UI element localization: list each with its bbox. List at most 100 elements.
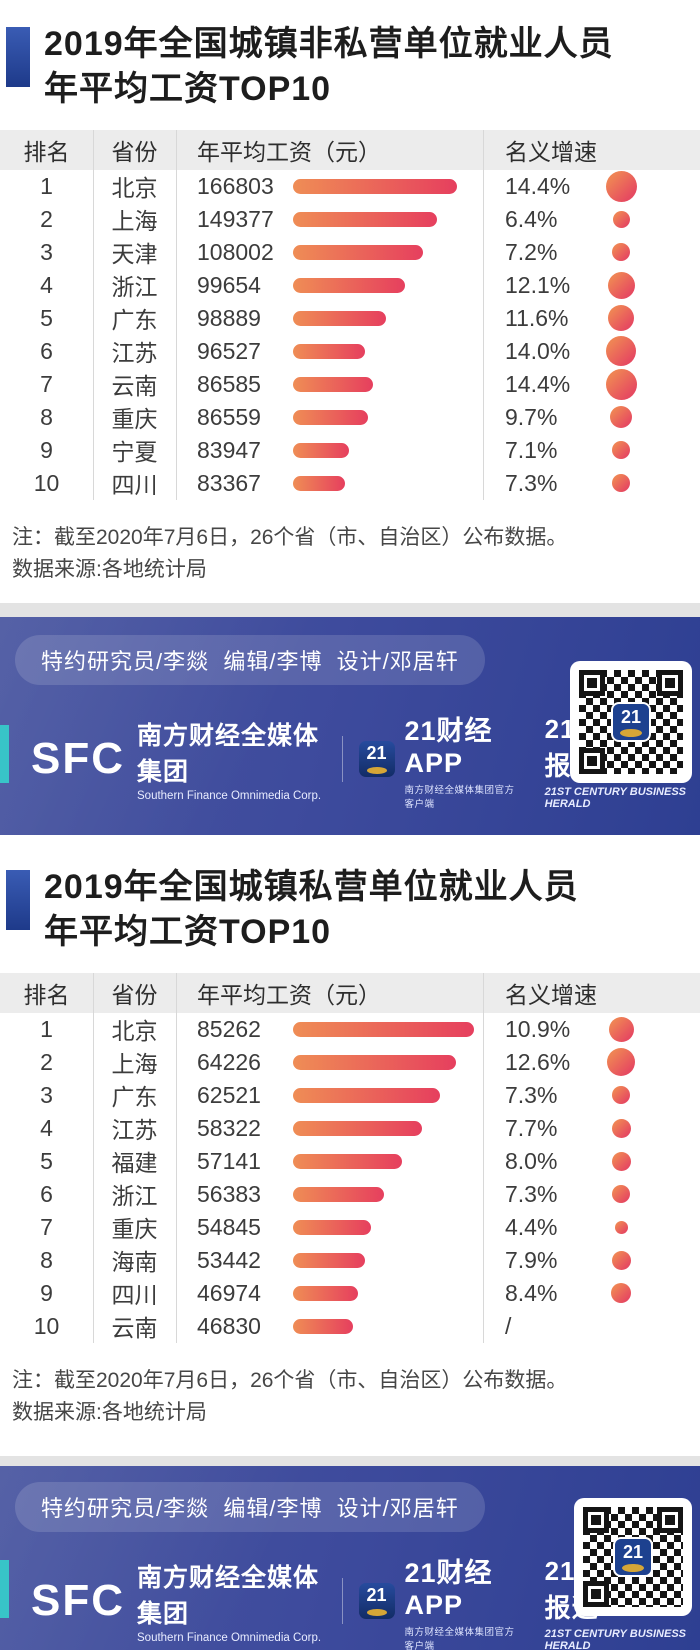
- wage-cell: 96527: [176, 338, 483, 365]
- header-province: 省份: [111, 981, 158, 1008]
- wage-bar: [293, 442, 349, 458]
- wage-value: 62521: [197, 1081, 261, 1108]
- growth-cell: 8.4%: [483, 1277, 700, 1310]
- rank-cell: 8: [40, 1246, 53, 1273]
- growth-cell: 12.1%: [483, 269, 700, 302]
- table-row: 10 云南 46830 /: [0, 1310, 700, 1343]
- growth-dot: [614, 1220, 628, 1234]
- growth-cell: 7.7%: [483, 1112, 700, 1145]
- qr-finder-icon: [657, 669, 683, 696]
- province-cell: 江苏: [111, 1117, 158, 1144]
- table-row: 6 浙江 56383 7.3%: [0, 1178, 700, 1211]
- wage-cell: 83947: [176, 437, 483, 464]
- growth-dot-box: [593, 1211, 649, 1244]
- growth-dot-box: [593, 335, 649, 368]
- growth-dot-box: [593, 203, 649, 236]
- table-row: 2 上海 149377 6.4%: [0, 203, 700, 236]
- province-cell: 浙江: [111, 274, 158, 301]
- growth-dot: [612, 1086, 630, 1105]
- growth-cell: 10.9%: [483, 1013, 700, 1046]
- chart-title: 2019年全国城镇非私营单位就业人员 年平均工资TOP10: [44, 22, 614, 112]
- header-wage: 年平均工资（元）: [197, 138, 381, 165]
- wage-value: 56383: [197, 1180, 261, 1207]
- qr-finder-icon: [583, 1580, 609, 1607]
- growth-value: 6.4%: [505, 205, 558, 232]
- footnote: 注：截至2020年7月6日，26个省（市、自治区）公布数据。 数据来源:各地统计…: [12, 522, 688, 587]
- sfc-logo: SFC: [31, 1576, 125, 1626]
- province-cell: 广东: [111, 1084, 158, 1111]
- wage-cell: 98889: [176, 305, 483, 332]
- column-divider: [93, 129, 94, 500]
- table-body: 1 北京 166803 14.4% 2 上海 149377 6.4% 3 天津 …: [0, 170, 700, 500]
- footnote: 注：截至2020年7月6日，26个省（市、自治区）公布数据。 数据来源:各地统计…: [12, 1365, 688, 1430]
- wage-value: 64226: [197, 1048, 261, 1075]
- rank-cell: 6: [40, 337, 53, 364]
- growth-dot: [607, 1048, 635, 1077]
- growth-dot-box: [593, 1013, 649, 1046]
- wage-value: 54845: [197, 1213, 261, 1240]
- table-row: 9 宁夏 83947 7.1%: [0, 434, 700, 467]
- table-row: 3 天津 108002 7.2%: [0, 236, 700, 269]
- growth-dot-box: [593, 467, 649, 500]
- wage-cell: 62521: [176, 1082, 483, 1109]
- chart-title: 2019年全国城镇私营单位就业人员 年平均工资TOP10: [44, 865, 579, 955]
- header-wage: 年平均工资（元）: [197, 981, 381, 1008]
- growth-cell: 14.0%: [483, 335, 700, 368]
- wage-bar: [293, 1021, 474, 1037]
- footnote-line2: 数据来源:各地统计局: [12, 1401, 207, 1425]
- growth-cell: 7.3%: [483, 1178, 700, 1211]
- gold-ellipse-icon: [366, 767, 387, 775]
- growth-dot: [612, 210, 630, 228]
- teal-accent-bar: [0, 724, 9, 783]
- table-row: 5 广东 98889 11.6%: [0, 302, 700, 335]
- wage-value: 99654: [197, 271, 261, 298]
- qr-center-badge: 21: [611, 701, 651, 742]
- logo-row: SFC 南方财经全媒体集团 Southern Finance Omnimedia…: [15, 1551, 700, 1652]
- table-body: 1 北京 85262 10.9% 2 上海 64226 12.6% 3 广东 6…: [0, 1013, 700, 1343]
- header-growth: 名义增速: [505, 138, 597, 165]
- growth-value: 9.7%: [505, 403, 558, 430]
- growth-dot-box: [593, 1277, 649, 1310]
- growth-dot: [612, 474, 630, 493]
- org-name-en: Southern Finance Omnimedia Corp.: [137, 1632, 322, 1645]
- column-divider: [176, 972, 177, 1343]
- growth-value: 14.4%: [505, 370, 571, 397]
- growth-value: /: [505, 1312, 512, 1339]
- section-gap: [0, 602, 700, 617]
- qr-badge-number: 21: [620, 706, 642, 727]
- rank-cell: 9: [40, 1279, 53, 1306]
- growth-dot: [605, 368, 637, 400]
- wage-bar: [293, 1252, 365, 1268]
- table-row: 2 上海 64226 12.6%: [0, 1046, 700, 1079]
- province-cell: 四川: [111, 1282, 158, 1309]
- wage-table: 排名 省份 年平均工资（元） 名义增速 1 北京 166803 14.4% 2 …: [0, 129, 700, 500]
- wage-bar: [293, 1186, 384, 1202]
- wage-value: 86559: [197, 403, 261, 430]
- footer-banner: 特约研究员/李燚 编辑/李博 设计/邓居轩 SFC 南方财经全媒体集团 Sout…: [0, 616, 700, 835]
- title-accent-square: [6, 869, 30, 930]
- table-row: 1 北京 85262 10.9%: [0, 1013, 700, 1046]
- sfc-logo: SFC: [31, 734, 125, 784]
- wage-bar: [293, 376, 373, 392]
- wage-cell: 99654: [176, 272, 483, 299]
- growth-cell: /: [483, 1310, 700, 1343]
- rank-cell: 4: [40, 271, 53, 298]
- org-name-block: 南方财经全媒体集团 Southern Finance Omnimedia Cor…: [137, 716, 326, 802]
- credits-pill: 特约研究员/李燚 编辑/李博 设计/邓居轩: [15, 1481, 485, 1532]
- province-cell: 重庆: [111, 406, 158, 433]
- header-growth: 名义增速: [505, 981, 597, 1008]
- growth-dot: [608, 305, 634, 332]
- wage-value: 166803: [197, 172, 274, 199]
- chart-title-block: 2019年全国城镇私营单位就业人员 年平均工资TOP10: [0, 865, 700, 955]
- table-row: 8 重庆 86559 9.7%: [0, 401, 700, 434]
- growth-dot-box: [593, 1244, 649, 1277]
- province-cell: 北京: [111, 175, 158, 202]
- growth-dot: [605, 170, 637, 202]
- table-header: 排名 省份 年平均工资（元） 名义增速: [0, 129, 700, 170]
- growth-cell: 11.6%: [483, 302, 700, 335]
- wage-bar: [293, 310, 386, 326]
- growth-cell: 14.4%: [483, 170, 700, 203]
- footer-banner: 特约研究员/李燚 编辑/李博 设计/邓居轩 SFC 南方财经全媒体集团 Sout…: [0, 1465, 700, 1652]
- wage-cell: 58322: [176, 1115, 483, 1142]
